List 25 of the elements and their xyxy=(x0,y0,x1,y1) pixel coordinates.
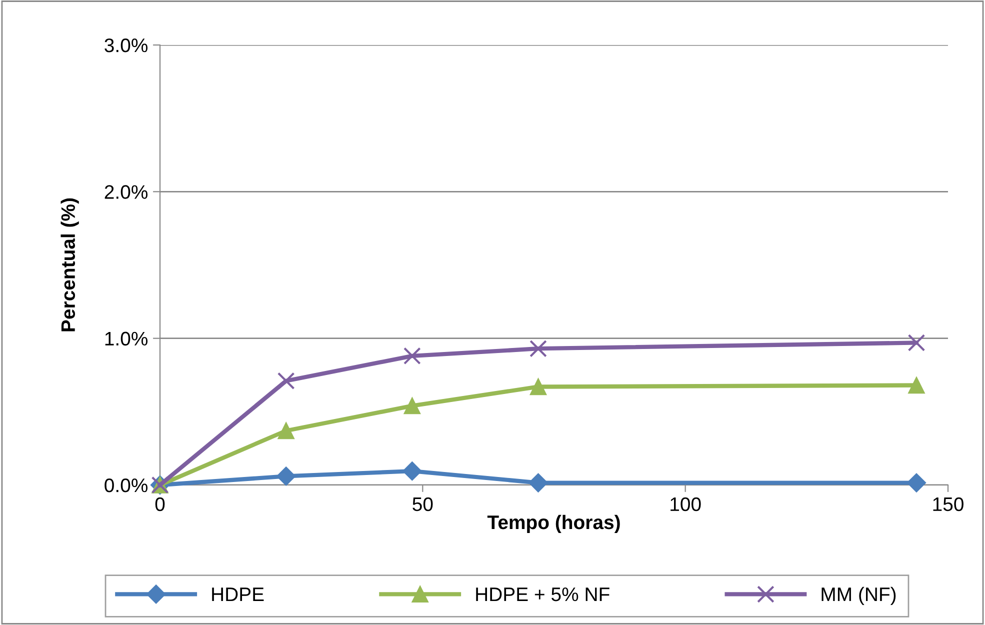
x-tick-label: 150 xyxy=(933,497,964,512)
point xyxy=(403,347,421,365)
point xyxy=(404,397,420,414)
point xyxy=(528,473,548,492)
x-axis-title: Tempo (horas) xyxy=(487,514,620,534)
point xyxy=(908,334,926,352)
point xyxy=(908,376,925,394)
x-tick-label: 100 xyxy=(670,497,701,512)
point xyxy=(906,473,926,492)
point xyxy=(277,372,295,390)
point xyxy=(530,340,547,358)
y-tick-label: 2.0% xyxy=(104,185,148,199)
y-axis-title: Percentual (%) xyxy=(60,198,79,332)
legend-label: HDPE + 5% NF xyxy=(476,588,610,602)
point xyxy=(402,462,422,481)
y-tick-label: 0.0% xyxy=(104,478,148,492)
legend-label: HDPE xyxy=(212,588,264,602)
point xyxy=(278,422,294,440)
y-tick-label: 3.0% xyxy=(104,38,148,52)
y-tick-label: 1.0% xyxy=(105,332,148,346)
legend-label: MM (NF) xyxy=(822,586,896,606)
x-tick-label: 50 xyxy=(412,497,433,512)
point xyxy=(530,378,547,396)
point xyxy=(276,466,296,486)
x-tick-label: 0 xyxy=(155,497,165,512)
